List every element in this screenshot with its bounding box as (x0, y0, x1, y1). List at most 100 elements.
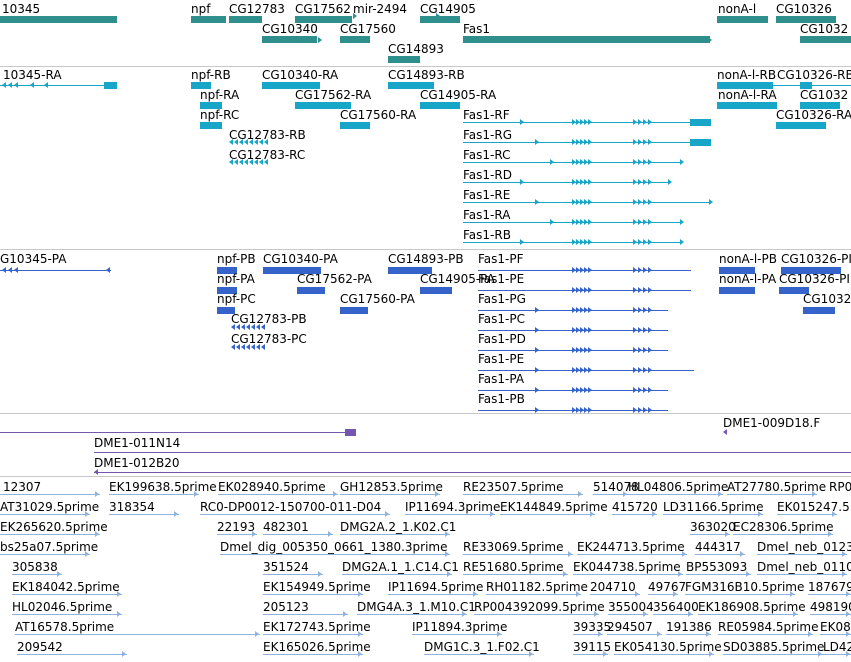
est-label[interactable]: 355004 (608, 600, 654, 614)
gene-label[interactable]: CG17560 (340, 22, 396, 36)
est-label[interactable]: Dmel_neb_0123 (757, 540, 851, 554)
clone-label[interactable]: DME1-012B20 (94, 456, 180, 470)
est-label[interactable]: 191386 (666, 620, 712, 634)
protein-label[interactable]: Fas1-PE (478, 352, 525, 366)
transcript-label[interactable]: Fas1-RA (463, 208, 511, 222)
transcript-exon[interactable] (420, 102, 460, 109)
protein-block[interactable] (388, 267, 432, 274)
est-label[interactable]: 363020 (690, 520, 736, 534)
transcript-label[interactable]: CG10340-RA (262, 68, 339, 82)
gene-label[interactable]: CG14905 (420, 2, 476, 16)
est-label[interactable]: 514078 (593, 480, 639, 494)
transcript-label[interactable]: npf-RB (191, 68, 231, 82)
protein-block[interactable] (719, 267, 755, 274)
protein-label[interactable]: CG17562-PA (297, 272, 372, 286)
est-label[interactable]: 356400 (653, 600, 699, 614)
transcript-label[interactable]: Fas1-RB (463, 228, 511, 242)
protein-label[interactable]: CG10340-PA (263, 252, 338, 266)
est-label[interactable]: RP0 (829, 480, 851, 494)
protein-block[interactable] (420, 287, 452, 294)
protein-label[interactable]: Fas1-PG (478, 292, 526, 306)
protein-label[interactable]: npf-PA (217, 272, 255, 286)
est-label[interactable]: 204710 (590, 580, 636, 594)
est-label[interactable]: LD31166.5prime (663, 500, 764, 514)
gene-label[interactable]: 10345 (2, 2, 41, 16)
est-label[interactable]: 482301 (263, 520, 309, 534)
transcript-exon[interactable] (191, 82, 211, 89)
est-label[interactable]: EK172743.5prime (263, 620, 371, 634)
transcript-exon[interactable] (690, 119, 711, 126)
est-label[interactable]: HL04806.5prime (628, 480, 729, 494)
protein-label[interactable]: Fas1-PE (478, 272, 525, 286)
est-label[interactable]: GH12853.5prime (340, 480, 443, 494)
est-label[interactable]: 444317 (695, 540, 741, 554)
gene-feature[interactable] (717, 16, 768, 23)
est-label[interactable]: 205123 (263, 600, 309, 614)
protein-label[interactable]: CG12783-PC (231, 332, 307, 346)
transcript-exon[interactable] (690, 139, 711, 146)
transcript-exon[interactable] (340, 122, 370, 129)
gene-feature[interactable] (420, 16, 460, 23)
transcript-label[interactable]: npf-RA (200, 88, 240, 102)
est-label[interactable]: EK154949.5prime (263, 580, 371, 594)
gene-feature[interactable] (295, 16, 352, 23)
transcript-label[interactable]: Fas1-RG (463, 128, 513, 142)
gene-label[interactable]: CG17562 (295, 2, 351, 16)
protein-block[interactable] (340, 307, 368, 314)
transcript-exon[interactable] (800, 82, 812, 89)
gene-feature[interactable] (229, 16, 262, 23)
est-label[interactable]: RH01182.5prime (486, 580, 588, 594)
gene-feature[interactable] (262, 36, 317, 43)
clone-label[interactable]: DME1-011N14 (94, 436, 181, 450)
gene-feature[interactable] (388, 56, 420, 63)
est-label[interactable]: AT31029.5prime (0, 500, 100, 514)
est-label[interactable]: IP11694.3prime (405, 500, 501, 514)
protein-label[interactable]: CG1032 (803, 292, 851, 306)
est-label[interactable]: RE23507.5prime (463, 480, 564, 494)
protein-label[interactable]: CG14893-PB (388, 252, 464, 266)
est-label[interactable]: DMG2A.1_1.C14.C1 (342, 560, 459, 574)
est-label[interactable]: EK199638.5prime (109, 480, 217, 494)
transcript-label[interactable]: Fas1-RC (463, 148, 511, 162)
protein-label[interactable]: nonA-l-PA (719, 272, 777, 286)
transcript-label[interactable]: CG10326-RB (777, 68, 851, 82)
transcript-label[interactable]: 10345-RA (3, 68, 62, 82)
transcript-label[interactable]: nonA-l-RA (718, 88, 777, 102)
est-label[interactable]: EK165026.5prime (263, 640, 371, 654)
est-label[interactable]: EK054130.5prime (614, 640, 722, 654)
est-label[interactable]: 351524 (263, 560, 309, 574)
est-label[interactable]: DMG1C.3_1.F02.C1 (424, 640, 540, 654)
est-label[interactable]: AT27780.5prime (727, 480, 827, 494)
est-label[interactable]: EK015247.5 (777, 500, 850, 514)
transcript-exon[interactable] (717, 102, 777, 109)
protein-label[interactable]: CG12783-PB (231, 312, 307, 326)
transcript-exon[interactable] (200, 102, 222, 109)
gene-feature[interactable] (776, 16, 836, 23)
transcript-label[interactable]: CG1032 (800, 88, 849, 102)
protein-label[interactable]: Fas1-PC (478, 312, 525, 326)
est-label[interactable]: RE33069.5prime (463, 540, 564, 554)
protein-label[interactable]: CG14905-PA (420, 272, 495, 286)
est-label[interactable]: 39115 (573, 640, 612, 654)
est-label[interactable]: EK184042.5prime (12, 580, 120, 594)
protein-label[interactable]: CG17560-PA (340, 292, 415, 306)
protein-block[interactable] (217, 267, 237, 274)
gene-label[interactable]: CG12783 (229, 2, 285, 16)
est-label[interactable]: RE05984.5prime (718, 620, 819, 634)
est-label[interactable]: EK186908.5prime (698, 600, 806, 614)
protein-label[interactable]: npf-PC (217, 292, 256, 306)
protein-block[interactable] (217, 307, 235, 314)
est-label[interactable]: 209542 (17, 640, 63, 654)
gene-feature[interactable] (0, 16, 117, 23)
est-label[interactable]: EK08 (820, 620, 851, 634)
est-label[interactable]: Dmel_neb_0110 (757, 560, 851, 574)
protein-label[interactable]: Fas1-PB (478, 392, 525, 406)
protein-label[interactable]: G10345-PA (0, 252, 67, 266)
gene-feature[interactable] (463, 36, 710, 43)
protein-label[interactable]: Fas1-PF (478, 252, 524, 266)
transcript-label[interactable]: CG14893-RB (388, 68, 465, 82)
transcript-label[interactable]: Fas1-RE (463, 188, 511, 202)
est-label[interactable]: 498190 (810, 600, 851, 614)
transcript-exon[interactable] (717, 82, 773, 89)
transcript-label[interactable]: nonA-l-RB (717, 68, 777, 82)
